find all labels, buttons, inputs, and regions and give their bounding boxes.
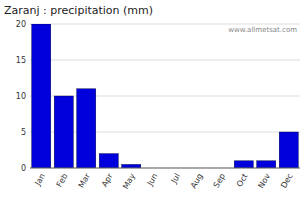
bar (122, 164, 141, 168)
y-tick-label: 5 (21, 128, 26, 137)
bar (77, 89, 96, 168)
x-tick-label: Apr (100, 171, 115, 188)
grid-line (30, 168, 300, 169)
bars (32, 24, 299, 168)
x-tick-label: Sep (212, 172, 227, 190)
y-tick-label: 10 (16, 92, 26, 101)
chart: Zaranj : precipitation (mm) 0 5 10 15 20 Jan Fe… (0, 0, 306, 200)
x-tick-label: Jun (145, 172, 160, 188)
title: Zaranj : precipitation (mm) (4, 4, 153, 17)
bar (257, 161, 276, 168)
x-tick-label: Dec (279, 172, 295, 190)
x-tick-label: Oct (235, 172, 250, 188)
grid-line (30, 60, 300, 61)
x-tick-label: Mar (77, 171, 93, 189)
y-tick-label: 0 (21, 164, 26, 173)
y-tick-label: 15 (16, 56, 26, 65)
x-tick-label: May (121, 172, 137, 191)
bar (99, 154, 118, 168)
bar (234, 161, 253, 168)
x-tick-label: Nov (257, 172, 273, 190)
bar (32, 24, 51, 168)
x-tick-label: Feb (55, 172, 70, 189)
x-axis (30, 168, 300, 169)
watermark: www.allmetsat.com (228, 26, 297, 34)
x-tick-label: Aug (189, 172, 205, 190)
y-tick-label: 20 (16, 20, 26, 29)
bar (54, 96, 73, 168)
grid-line (30, 24, 300, 25)
x-tick-label: Jul (169, 172, 182, 186)
x-tick-label: Jan (33, 172, 47, 188)
bar (279, 132, 298, 168)
